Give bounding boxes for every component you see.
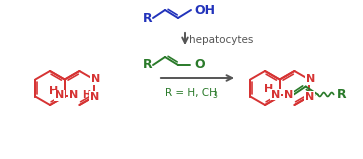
Text: N: N [284,90,293,100]
Text: H: H [264,84,273,94]
Text: R: R [337,88,346,101]
Text: 3: 3 [212,91,217,100]
Text: H: H [49,86,58,96]
Text: R: R [142,11,152,24]
Text: R: R [142,59,152,72]
Text: N: N [90,91,99,101]
Text: O: O [194,59,205,72]
Text: N: N [306,75,315,84]
Text: N: N [90,75,100,84]
Text: OH: OH [194,3,215,17]
Text: N: N [271,90,280,100]
Text: H: H [82,90,90,100]
Text: 2: 2 [87,94,91,103]
Text: hepatocytes: hepatocytes [189,35,253,45]
Text: N: N [69,90,78,100]
Text: N: N [55,90,64,100]
Text: N: N [305,91,314,101]
Text: R = H, CH: R = H, CH [165,88,217,98]
